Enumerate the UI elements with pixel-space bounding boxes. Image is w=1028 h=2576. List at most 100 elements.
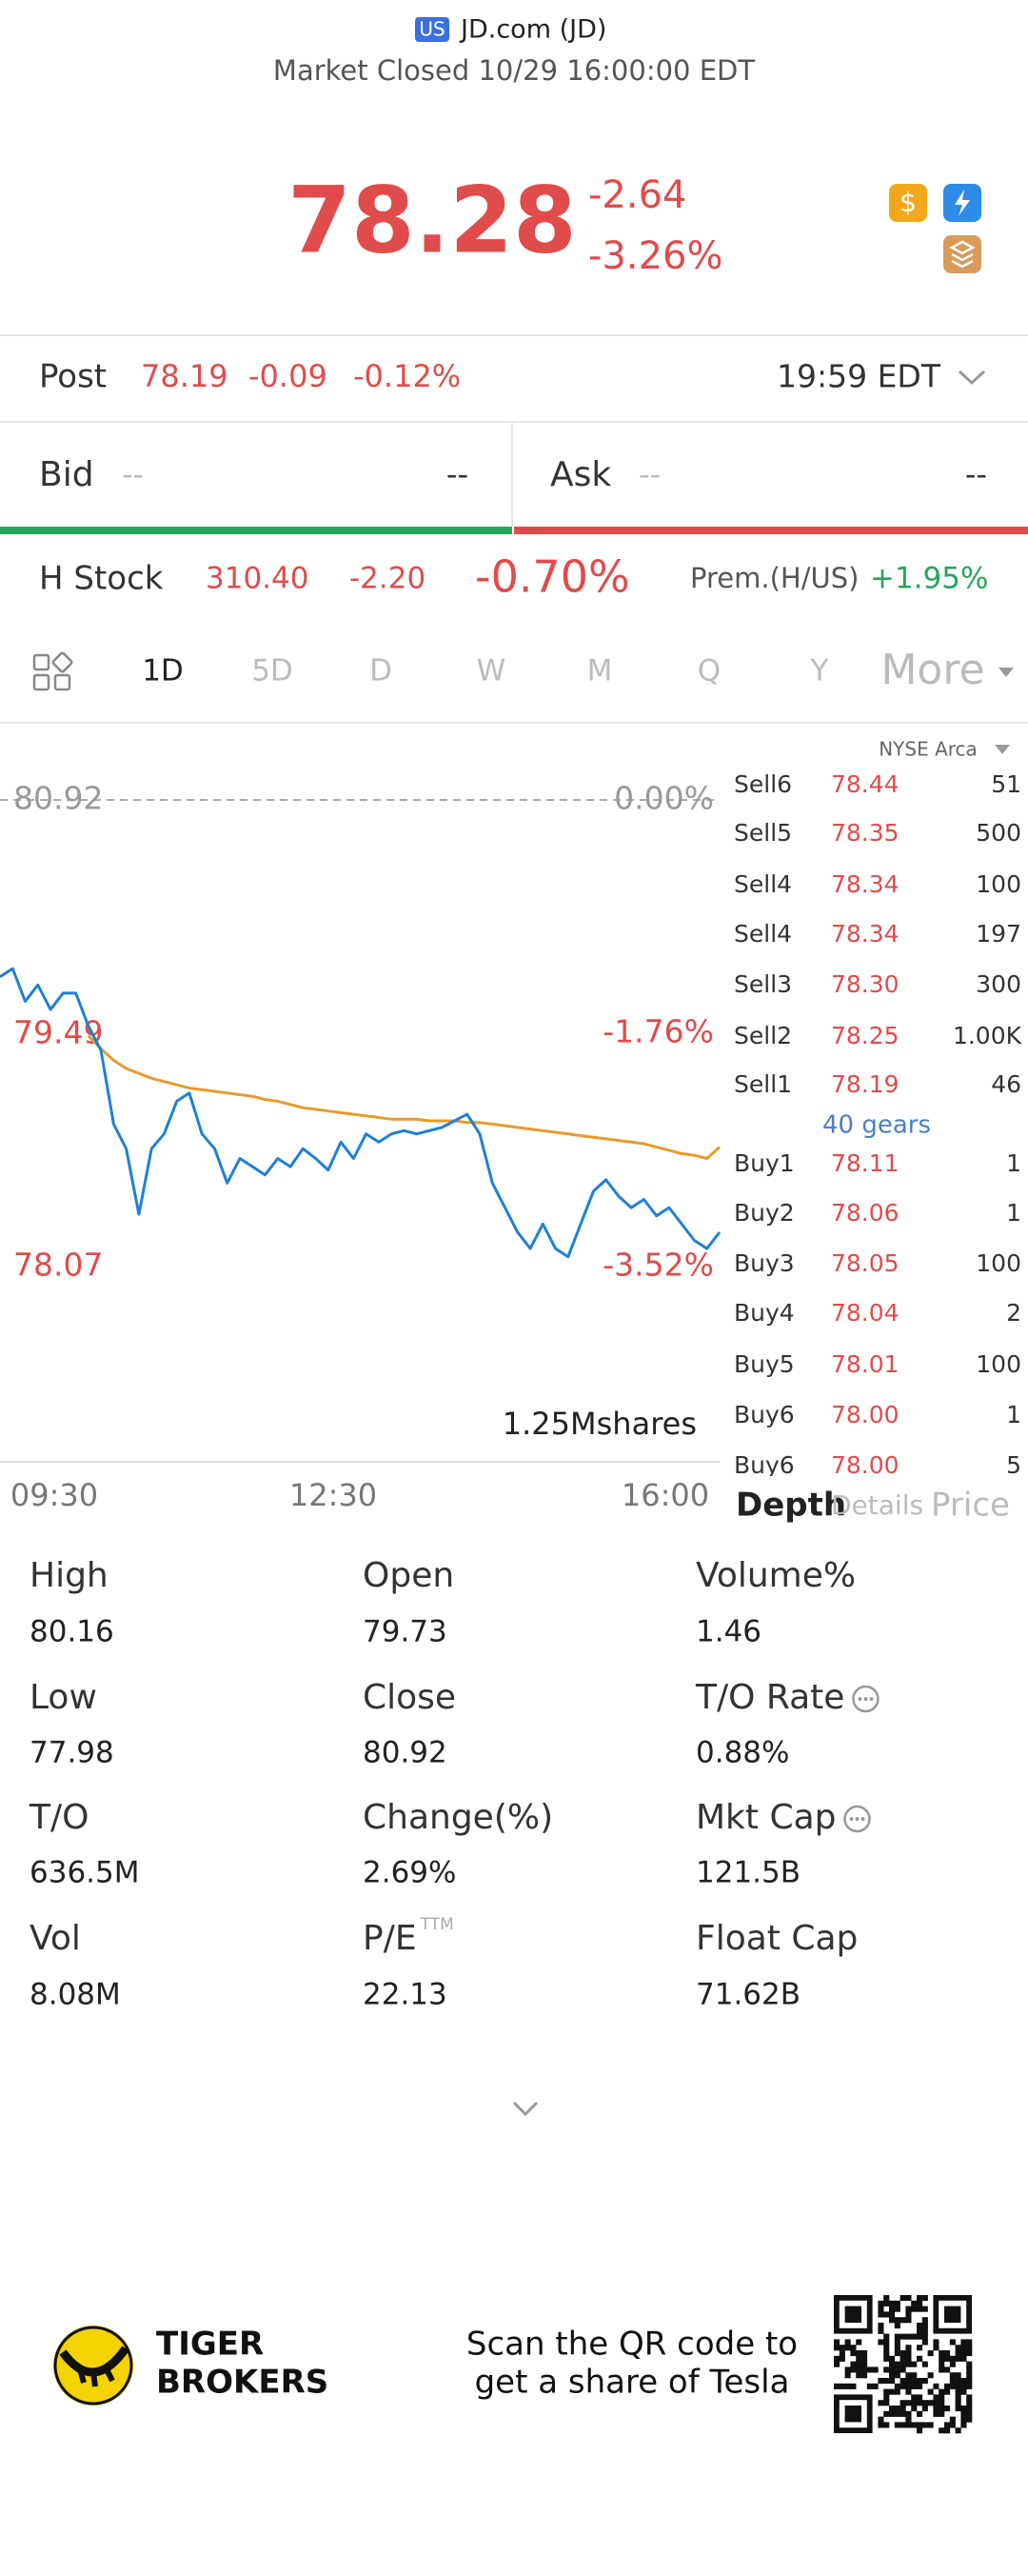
order-price: 78.05	[831, 1249, 900, 1277]
qr-cell	[894, 2323, 900, 2329]
qr-cell	[927, 2350, 934, 2357]
qr-cell	[949, 2383, 956, 2389]
period-tab[interactable]: 1D	[142, 654, 184, 689]
qr-cell	[911, 2378, 918, 2385]
order-price: 78.25	[831, 1022, 900, 1049]
qr-cell	[960, 2345, 967, 2351]
qr-code	[834, 2295, 973, 2434]
qr-cell	[966, 2400, 973, 2406]
stat-value: 8.08M	[30, 1978, 121, 2012]
period-tab[interactable]: D	[369, 654, 392, 689]
market-badge: US	[419, 18, 445, 41]
stat-sup: TTM	[420, 1915, 454, 1934]
icon-dollar[interactable]	[889, 184, 927, 222]
qr-cell	[861, 2361, 868, 2367]
qr-cell	[889, 2388, 896, 2395]
stat-value: 80.92	[363, 1736, 447, 1770]
qr-cell	[966, 2366, 973, 2373]
stat-label: Vol	[30, 1919, 81, 1958]
qr-cell	[966, 2410, 973, 2417]
stat-label: Open	[363, 1556, 454, 1595]
period-tab[interactable]: M	[587, 654, 613, 689]
period-tab[interactable]: Q	[698, 654, 721, 689]
book-tab[interactable]: Price	[931, 1487, 1010, 1525]
qr-cell	[955, 2355, 961, 2362]
stat-label: Low	[30, 1678, 97, 1717]
order-size: 1	[1006, 1199, 1021, 1227]
bid-label: Bid	[39, 455, 94, 494]
qr-cell	[905, 2350, 912, 2357]
period-tab[interactable]: 5D	[251, 654, 293, 689]
order-side: Buy6	[734, 1401, 795, 1428]
qr-cell	[878, 2323, 884, 2329]
info-dot	[863, 1697, 868, 1701]
expand-chevron[interactable]	[512, 2101, 539, 2117]
qr-cell	[960, 2350, 967, 2357]
info-icon[interactable]	[843, 1805, 871, 1833]
layout-icon[interactable]	[32, 651, 73, 691]
qr-finder	[944, 2306, 961, 2323]
qr-cell	[917, 2383, 923, 2389]
qr-cell	[949, 2422, 956, 2428]
period-tab[interactable]: W	[477, 654, 506, 689]
qr-cell	[927, 2388, 934, 2395]
qr-cell	[900, 2317, 906, 2324]
qr-cell	[939, 2350, 945, 2357]
order-price: 78.11	[831, 1149, 900, 1177]
qr-cell	[866, 2366, 873, 2373]
order-side: Sell1	[734, 1070, 792, 1098]
qr-cell	[955, 2427, 961, 2434]
book-tab[interactable]: Depth	[736, 1487, 846, 1525]
qr-cell	[889, 2378, 896, 2385]
qr-cell	[889, 2406, 896, 2412]
cta-text: get a share of Tesla	[475, 2364, 790, 2402]
exchange-arrow[interactable]	[995, 745, 1010, 754]
order-side: Sell4	[734, 920, 792, 948]
stat-label: Float Cap	[696, 1919, 858, 1958]
qr-finder	[844, 2306, 861, 2323]
qr-cell	[949, 2361, 956, 2367]
qr-cell	[872, 2366, 879, 2373]
brand-text: BROKERS	[156, 2364, 328, 2402]
qr-cell	[955, 2378, 961, 2385]
qr-cell	[966, 2361, 973, 2367]
qr-cell	[894, 2406, 900, 2412]
order-side: Buy3	[734, 1249, 795, 1277]
qr-cell	[921, 2317, 928, 2324]
qr-cell	[889, 2372, 896, 2379]
qr-cell	[917, 2394, 923, 2401]
qr-cell	[839, 2355, 845, 2362]
icon-glyph: $	[900, 187, 917, 218]
qr-cell	[917, 2400, 923, 2406]
period-tab[interactable]: More	[880, 646, 984, 694]
qr-cell	[839, 2345, 845, 2351]
stat-label: T/O Rate	[695, 1678, 844, 1717]
qr-cell	[905, 2388, 912, 2395]
qr-cell	[917, 2333, 923, 2340]
qr-cell	[861, 2366, 868, 2373]
qr-cell	[878, 2300, 884, 2306]
book-tab[interactable]: Details	[831, 1489, 923, 1521]
qr-cell	[917, 2410, 923, 2417]
stat-value: 22.13	[363, 1978, 447, 2012]
qr-cell	[878, 2422, 884, 2428]
qr-cell	[883, 2410, 890, 2417]
period-tab[interactable]: Y	[810, 654, 829, 689]
qr-cell	[905, 2306, 912, 2312]
qr-cell	[866, 2383, 873, 2389]
qr-cell	[883, 2388, 890, 2395]
qr-cell	[883, 2295, 890, 2302]
qr-cell	[894, 2306, 900, 2312]
post-expand[interactable]	[958, 369, 986, 386]
info-icon[interactable]	[852, 1685, 880, 1713]
qr-cell	[878, 2311, 884, 2318]
qr-cell	[939, 2366, 945, 2373]
order-side: Buy1	[734, 1149, 795, 1177]
qr-cell	[856, 2361, 862, 2367]
qr-cell	[844, 2339, 851, 2346]
post-label: Post	[39, 358, 107, 396]
more-arrow[interactable]	[998, 668, 1014, 677]
qr-cell	[944, 2350, 951, 2357]
qr-cell	[883, 2422, 890, 2428]
